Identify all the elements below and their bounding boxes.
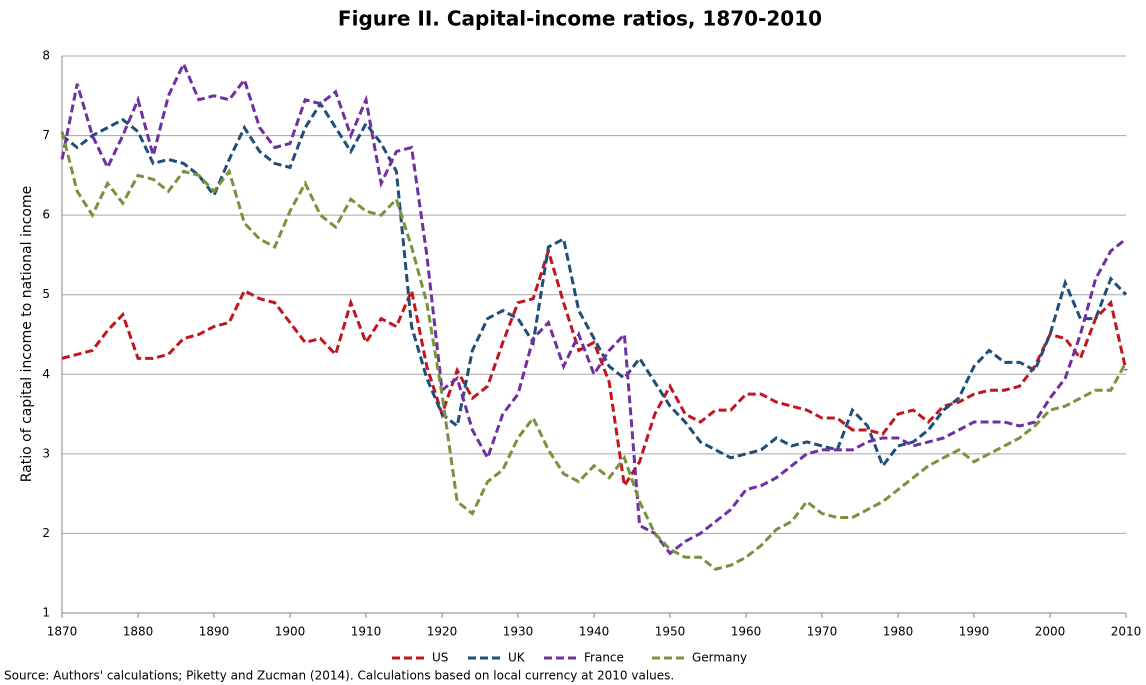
x-tick-label: 1990 xyxy=(959,625,990,639)
x-tick-label: 1910 xyxy=(351,625,382,639)
series-line xyxy=(60,60,1127,556)
x-tick-label: 1890 xyxy=(199,625,230,639)
x-tick-label: 1900 xyxy=(275,625,306,639)
y-tick-label: 7 xyxy=(42,128,50,142)
x-tick-label: 1930 xyxy=(503,625,534,639)
y-tick-label: 4 xyxy=(42,367,50,381)
x-tick-label: 2000 xyxy=(1035,625,1066,639)
legend-label: US xyxy=(432,651,448,665)
series-line xyxy=(60,131,1128,571)
x-tick-label: 2010 xyxy=(1111,625,1142,639)
x-tick-label: 1960 xyxy=(731,625,762,639)
x-tick-label: 1970 xyxy=(807,625,838,639)
y-tick-label: 8 xyxy=(42,49,50,63)
x-tick-label: 1940 xyxy=(579,625,610,639)
source-note: Source: Authors' calculations; Piketty a… xyxy=(4,669,674,683)
chart-title: Figure II. Capital-income ratios, 1870-2… xyxy=(338,7,822,31)
legend-label: Germany xyxy=(692,651,747,665)
y-tick-label: 6 xyxy=(42,208,50,222)
series-line xyxy=(61,100,1128,469)
x-tick-label: 1870 xyxy=(47,625,78,639)
y-axis-label: Ratio of capital income to national inco… xyxy=(19,186,35,483)
legend-label: France xyxy=(584,651,624,665)
x-tick-label: 1920 xyxy=(427,625,458,639)
x-tick-label: 1880 xyxy=(123,625,154,639)
x-tick-label: 1980 xyxy=(883,625,914,639)
series-line xyxy=(61,245,1128,490)
y-tick-label: 5 xyxy=(42,287,50,301)
legend-label: UK xyxy=(508,651,526,665)
y-tick-label: 2 xyxy=(42,526,50,540)
y-tick-label: 1 xyxy=(42,606,50,620)
y-tick-label: 3 xyxy=(42,446,50,460)
x-tick-label: 1950 xyxy=(655,625,686,639)
